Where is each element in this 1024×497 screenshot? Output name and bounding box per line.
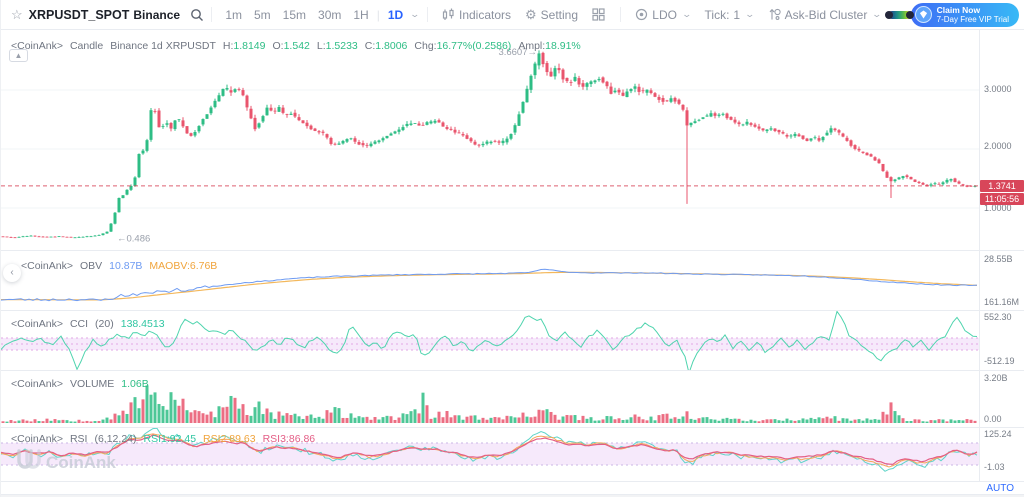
obv-axis-top: 28.55B: [984, 254, 1013, 264]
indicators-icon: [442, 8, 455, 21]
tick-value: 1: [733, 7, 741, 22]
svg-text:3.6607→: 3.6607→: [498, 47, 537, 58]
volume-chart[interactable]: [1, 370, 979, 427]
liquidation-heatmap-selector[interactable]: LDO ⌄: [635, 7, 693, 22]
timeframe-1d-active[interactable]: 1D: [387, 7, 404, 22]
gear-icon: ⚙: [525, 6, 537, 22]
top-toolbar: ☆ XRPUSDT_SPOT Binance 1m 5m 15m 30m 1H …: [1, 0, 1024, 30]
timeframe-30m[interactable]: 30m: [318, 7, 342, 22]
ask-bid-cluster-label: Ask-Bid Cluster: [784, 7, 868, 22]
candlestick-chart[interactable]: 3.6607→ ←0.486: [1, 30, 979, 250]
ask-bid-cluster-icon: [768, 8, 781, 21]
indicators-label: Indicators: [458, 7, 512, 22]
timeframe-15m[interactable]: 15m: [282, 7, 307, 22]
cci-axis-top: 552.30: [984, 312, 1012, 322]
volume-axis-top: 3.20B: [984, 373, 1008, 383]
legend-collapse-button[interactable]: ▲: [9, 49, 28, 62]
setting-button[interactable]: ⚙ Setting: [525, 7, 578, 23]
symbol-label[interactable]: XRPUSDT_SPOT: [28, 7, 130, 22]
panel-separator[interactable]: [1, 250, 1024, 251]
auto-scale-button[interactable]: AUTO: [986, 483, 1014, 494]
rsi-axis-top: 125.24: [984, 429, 1012, 439]
timeframe-1m[interactable]: 1m: [225, 7, 242, 22]
tick-label: Tick:: [704, 7, 730, 22]
rsi-axis-bottom: -1.03: [984, 462, 1005, 472]
heatmap-coin-icon: [635, 8, 648, 21]
search-icon[interactable]: [190, 8, 204, 21]
price-axis-label: 3.0000: [984, 84, 1012, 94]
claim-vip-trial-button[interactable]: Claim Now 7-Day Free VIP Trial: [910, 2, 1019, 27]
grid-icon: [592, 8, 605, 21]
chevron-down-icon[interactable]: ⌄: [409, 9, 421, 19]
volume-axis-bottom: 0.00: [984, 414, 1002, 424]
indicators-button[interactable]: Indicators: [442, 8, 511, 22]
favorite-star-icon[interactable]: ☆: [11, 6, 23, 22]
setting-label: Setting: [540, 7, 579, 22]
heatmap-intensity-slider[interactable]: [884, 10, 914, 19]
rsi-indicator-chart[interactable]: [1, 427, 979, 481]
panel-separator[interactable]: [1, 370, 1024, 371]
chevron-down-icon: ⌄: [744, 9, 756, 19]
ask-bid-cluster-selector[interactable]: Ask-Bid Cluster ⌄: [768, 7, 883, 22]
obv-axis-bottom: 161.16M: [984, 297, 1020, 307]
bottom-edge: [1, 494, 1024, 497]
panel-separator[interactable]: [1, 310, 1024, 311]
vip-trial-label: 7-Day Free VIP Trial: [936, 14, 1009, 24]
coin-selector-label: LDO: [652, 7, 677, 22]
panel-separator: [1, 481, 1024, 482]
layout-grid-button[interactable]: [592, 8, 605, 21]
candle-countdown-badge: 11:05:56: [980, 193, 1024, 205]
cci-axis-bottom: -512.19: [984, 356, 1015, 366]
panel-separator[interactable]: [1, 427, 1024, 428]
cci-indicator-chart[interactable]: [1, 310, 979, 370]
chevron-down-icon: ⌄: [681, 9, 693, 19]
chevron-down-icon: ⌄: [871, 9, 883, 19]
exchange-label[interactable]: Binance: [133, 7, 181, 22]
vip-badge-icon: [914, 6, 932, 23]
svg-text:←0.486: ←0.486: [117, 233, 150, 244]
price-axis-label: 2.0000: [984, 141, 1012, 151]
timeframe-1h[interactable]: 1H: [353, 7, 369, 22]
divider: |: [376, 7, 380, 22]
claim-now-label: Claim Now: [936, 4, 981, 15]
timeframe-5m[interactable]: 5m: [254, 7, 271, 22]
price-axis-border: [979, 30, 980, 481]
slider-handle-right[interactable]: [905, 10, 914, 19]
slider-handle-left[interactable]: [884, 10, 893, 19]
obv-indicator-chart[interactable]: [1, 250, 979, 310]
last-price-badge: 1.3741: [980, 180, 1024, 192]
tick-selector[interactable]: Tick: 1 ⌄: [704, 7, 756, 22]
pane-collapse-button[interactable]: ‹: [3, 264, 21, 282]
price-axis-label: 1.0000: [984, 203, 1012, 213]
